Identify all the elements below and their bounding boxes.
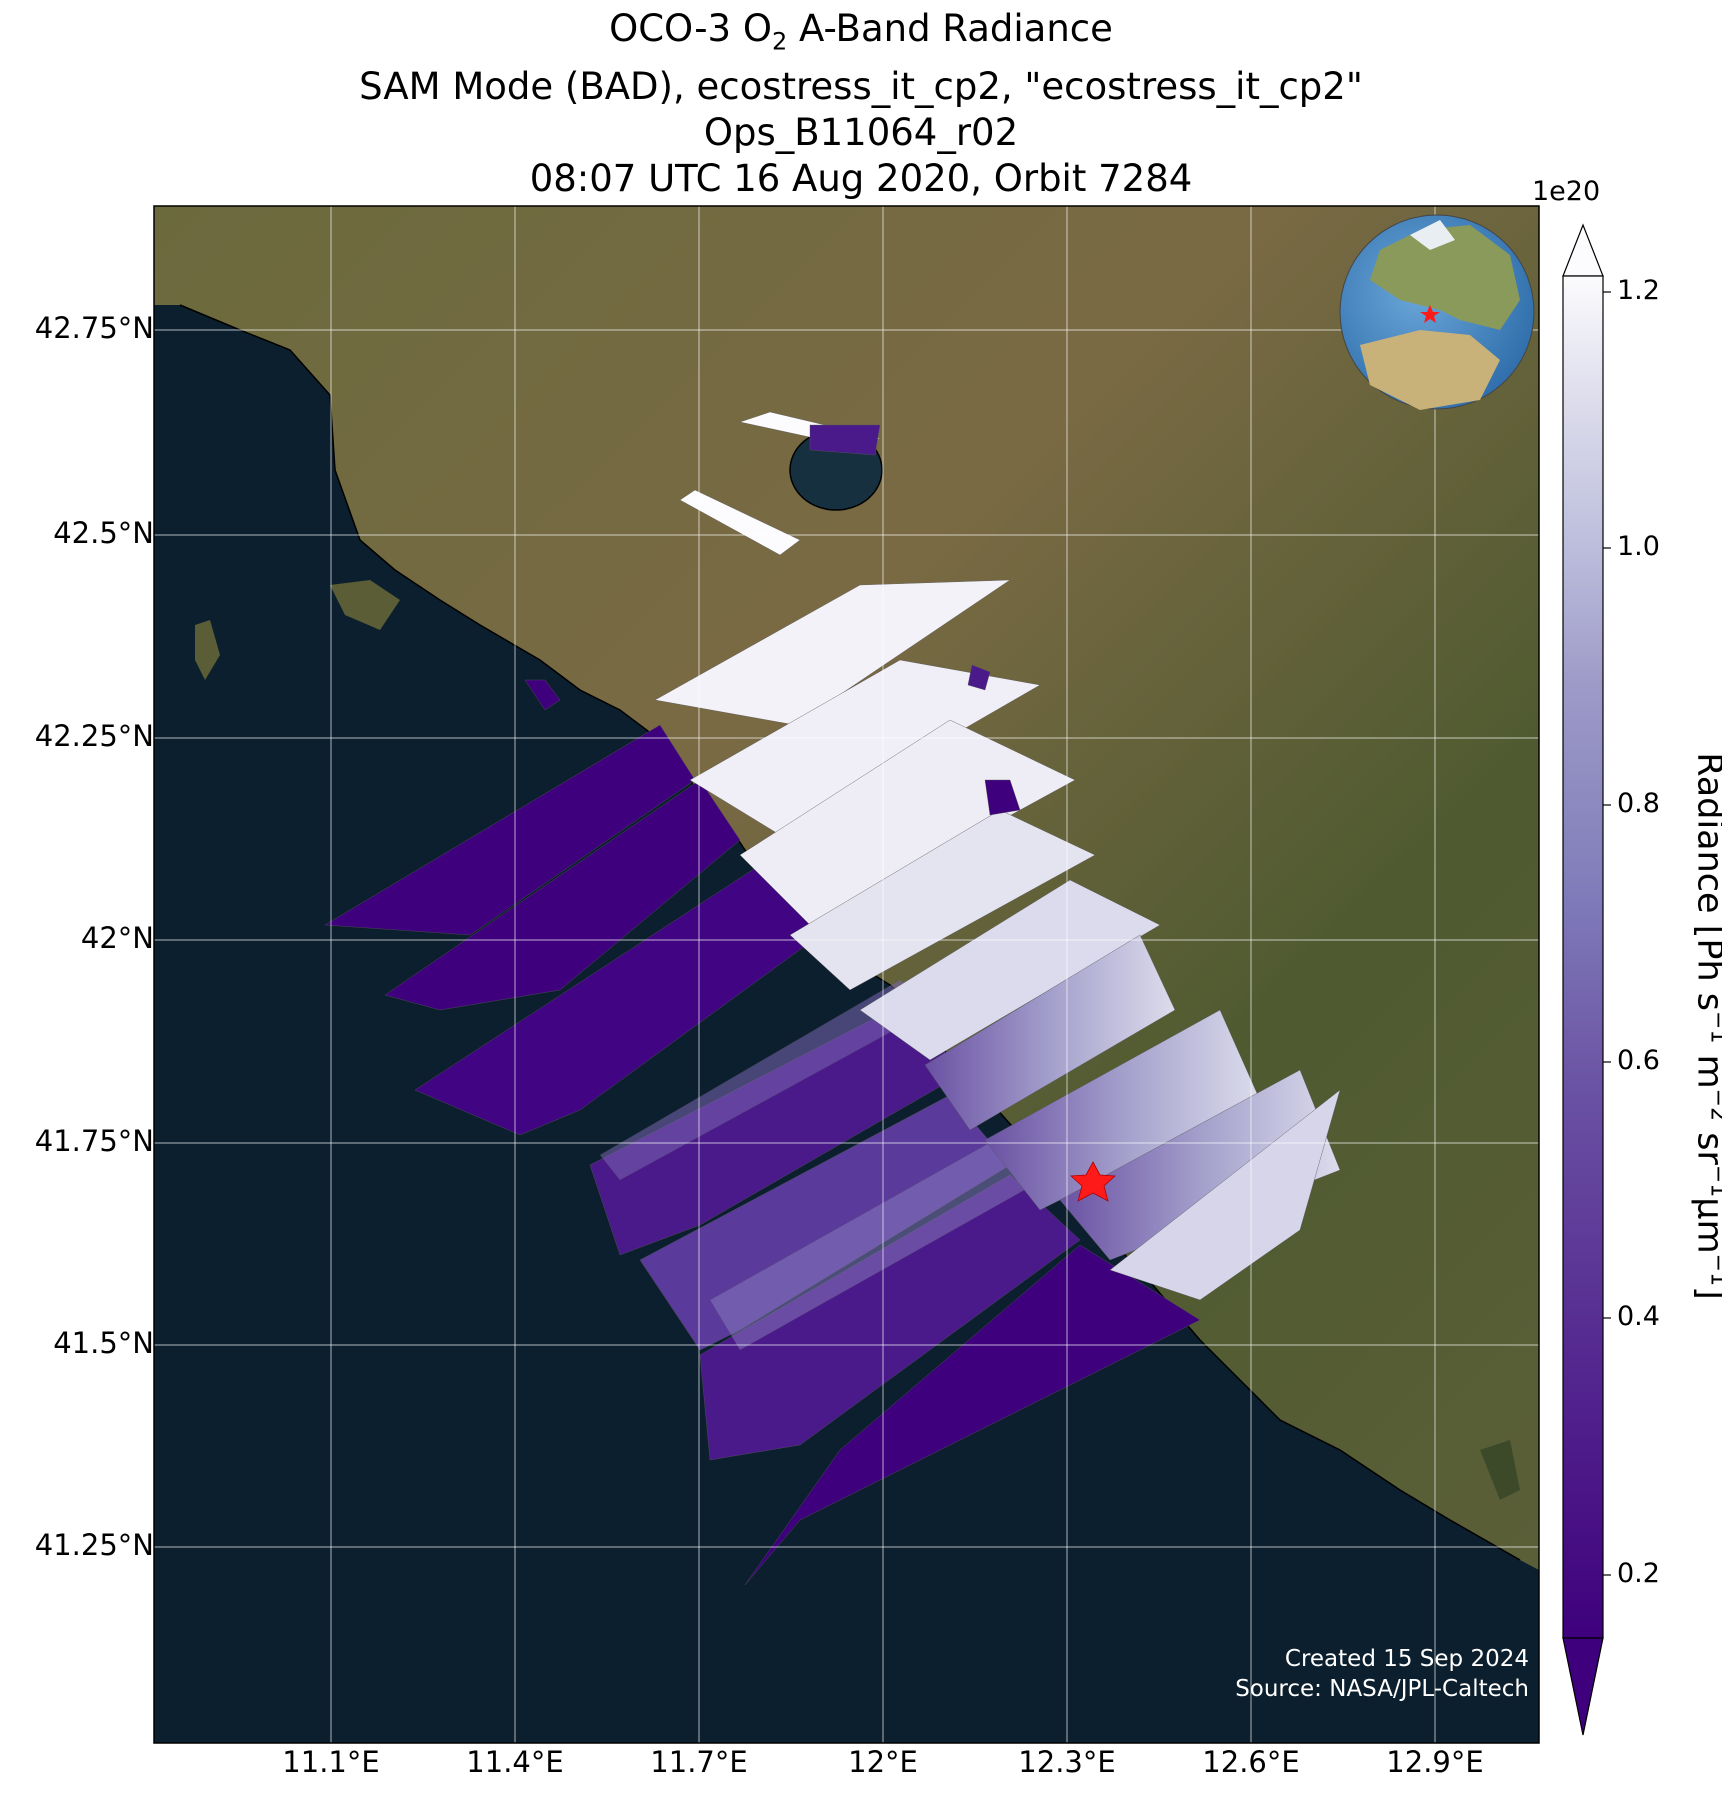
globe-scandinavia-snow [1410,220,1455,250]
title-line-3: Ops_B11064_r02 [703,111,1019,155]
swath-land-north-2 [679,489,801,556]
lon-tick-label: 11.1°E [282,1745,380,1779]
colorbar-extend-min [1562,1637,1604,1736]
globe-marker-star-icon [1420,305,1440,323]
swath-land-5 [859,879,1161,1061]
swath-sea-2 [384,779,741,1011]
lon-tick-label: 12.9°E [1386,1745,1484,1779]
map-frame [153,205,1540,1744]
swath-land-8 [1059,1069,1341,1261]
colorbar-body [1562,275,1604,1639]
swath-land-6 [924,934,1176,1131]
field-patch [1480,1440,1520,1500]
swath-land-4 [789,809,1096,991]
lon-tick-label: 11.7°E [650,1745,748,1779]
credit-source: Source: NASA/JPL-Caltech [1235,1676,1529,1702]
lon-tick-label: 12°E [848,1745,918,1779]
lon-tick-label: 12.3°E [1018,1745,1116,1779]
monte-argentario [330,580,400,630]
swath-land-3 [739,719,1076,926]
swath-lake-albano [984,779,1021,816]
colorbar-extend-max [1562,223,1604,277]
lat-tick-label: 42.75°N [34,311,154,345]
colorbar-tick-label: 0.8 [1617,788,1660,819]
swath-sea-fragment [524,679,561,711]
lat-tick-label: 41.75°N [34,1124,154,1158]
radiance-swaths [324,411,1341,1586]
title-line-2: SAM Mode (BAD), ecostress_it_cp2, "ecost… [359,65,1363,109]
satellite-basemap [154,206,1539,1743]
credit-text: Created 15 Sep 2024 Source: NASA/JPL-Cal… [1235,1644,1529,1704]
globe-europe [1370,225,1520,330]
title-line-1: OCO-3 O2 A-Band Radiance [609,7,1113,56]
globe-africa [1360,330,1500,410]
graticule [154,206,1539,1743]
target-star-icon [1070,1161,1116,1202]
colorbar-tick-label: 0.6 [1617,1045,1660,1076]
colorbar-tick-label: 0.4 [1617,1301,1660,1332]
colorbar-tick-label: 1.2 [1617,275,1660,306]
colorbar-label: Radiance [Ph s−1 m−2 sr−1μm−1] [1689,752,1722,1300]
swath-lake-bolsena [809,424,881,456]
lat-tick-label: 42.25°N [34,719,154,753]
swath-land-2 [689,659,1041,836]
swath-lake-small [967,664,991,691]
lon-tick-label: 12.6°E [1202,1745,1300,1779]
lat-tick-label: 42°N [80,921,154,955]
credit-created: Created 15 Sep 2024 [1284,1646,1529,1672]
swath-land-1 [654,579,1011,726]
inset-globe [1339,214,1535,410]
lat-tick-label: 41.5°N [53,1326,154,1360]
title-line-4: 08:07 UTC 16 Aug 2020, Orbit 7284 [529,157,1193,201]
swath-sea-3 [414,864,821,1136]
colorbar-tick-label: 1.0 [1617,531,1660,562]
figure-title: OCO-3 O2 A-Band Radiance SAM Mode (BAD),… [0,6,1722,202]
colorbar-tick-label: 0.2 [1617,1558,1660,1589]
lat-tick-label: 42.5°N [53,516,154,550]
colorbar-exponent: 1e20 [1532,176,1601,207]
lon-tick-label: 11.4°E [466,1745,564,1779]
swath-sea-7 [744,1244,1201,1586]
lat-tick-label: 41.25°N [34,1528,154,1562]
colorbar [1562,223,1611,1736]
island-giglio [195,620,220,680]
